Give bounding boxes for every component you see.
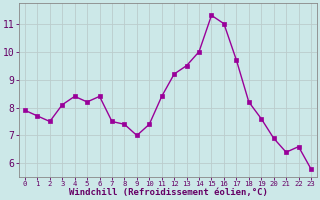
X-axis label: Windchill (Refroidissement éolien,°C): Windchill (Refroidissement éolien,°C) [68, 188, 268, 197]
